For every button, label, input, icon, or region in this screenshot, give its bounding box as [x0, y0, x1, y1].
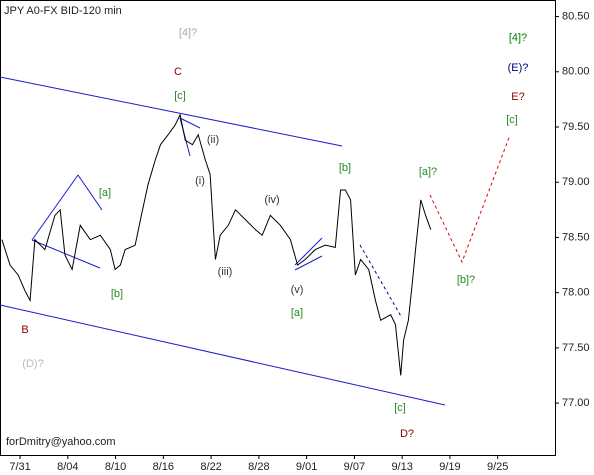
y-tick-label: 79.50 [562, 121, 590, 133]
x-tick-label: 8/10 [105, 461, 126, 473]
wedge-line [31, 174, 79, 241]
y-tick-label: 78.00 [562, 287, 590, 299]
x-tick-label: 8/16 [153, 461, 174, 473]
wedge-line [31, 239, 101, 269]
x-tick-label: 7/31 [9, 461, 30, 473]
y-tick-label: 79.00 [562, 176, 590, 188]
wave-label: (D)? [22, 358, 43, 370]
y-tick-label: 77.00 [562, 397, 590, 409]
x-tick-label: 8/04 [57, 461, 78, 473]
wave-label: [4]? [509, 32, 527, 44]
wedge-line [294, 237, 323, 266]
wedge-line [77, 174, 103, 211]
wave-label: [b] [111, 288, 123, 300]
y-tick-label: 80.00 [562, 66, 590, 78]
wave-label: [c] [394, 402, 406, 414]
x-tick-label: 9/19 [439, 461, 460, 473]
x-tick-label: 8/28 [248, 461, 269, 473]
wave-label: B [21, 324, 28, 336]
x-tick-label: 9/01 [296, 461, 317, 473]
wave-label: (i) [195, 175, 205, 187]
wave-label: [b]? [457, 274, 475, 286]
projection-path [429, 134, 511, 264]
wave-label: (ii) [207, 134, 219, 146]
wave-label: [a] [291, 307, 303, 319]
chart-title: JPY A0-FX BID-120 min [4, 5, 122, 17]
wave-label: D? [400, 428, 414, 440]
trend-line [359, 244, 403, 319]
price-line [1, 113, 432, 376]
wave-label: [b] [339, 162, 351, 174]
wave-label: C [174, 66, 182, 78]
wave-label: [4]? [179, 27, 197, 39]
x-tick-label: 8/22 [200, 461, 221, 473]
wave-label: E? [511, 91, 524, 103]
wave-label: (iv) [264, 194, 279, 206]
upper-channel [0, 76, 343, 147]
x-tick-label: 9/25 [487, 461, 508, 473]
wave-label: [a]? [419, 166, 437, 178]
wave-label: (E)? [508, 62, 529, 74]
channel-lines [0, 76, 446, 406]
wave-label: [c] [506, 114, 518, 126]
wave-label: [c] [174, 90, 186, 102]
y-tick-label: 80.50 [562, 10, 590, 22]
y-tick-label: 77.50 [562, 342, 590, 354]
footer: forDmitry@yahoo.com [6, 436, 116, 448]
wave-label: [a] [99, 187, 111, 199]
wedge-line [294, 255, 323, 271]
wave-label: (v) [291, 284, 304, 296]
wedge-line [179, 117, 201, 129]
x-tick-label: 9/13 [391, 461, 412, 473]
x-tick-label: 9/07 [344, 461, 365, 473]
plot-frame [0, 0, 556, 456]
wave-label: (iii) [218, 266, 233, 278]
lower-channel [0, 304, 446, 406]
y-tick-label: 78.50 [562, 231, 590, 243]
